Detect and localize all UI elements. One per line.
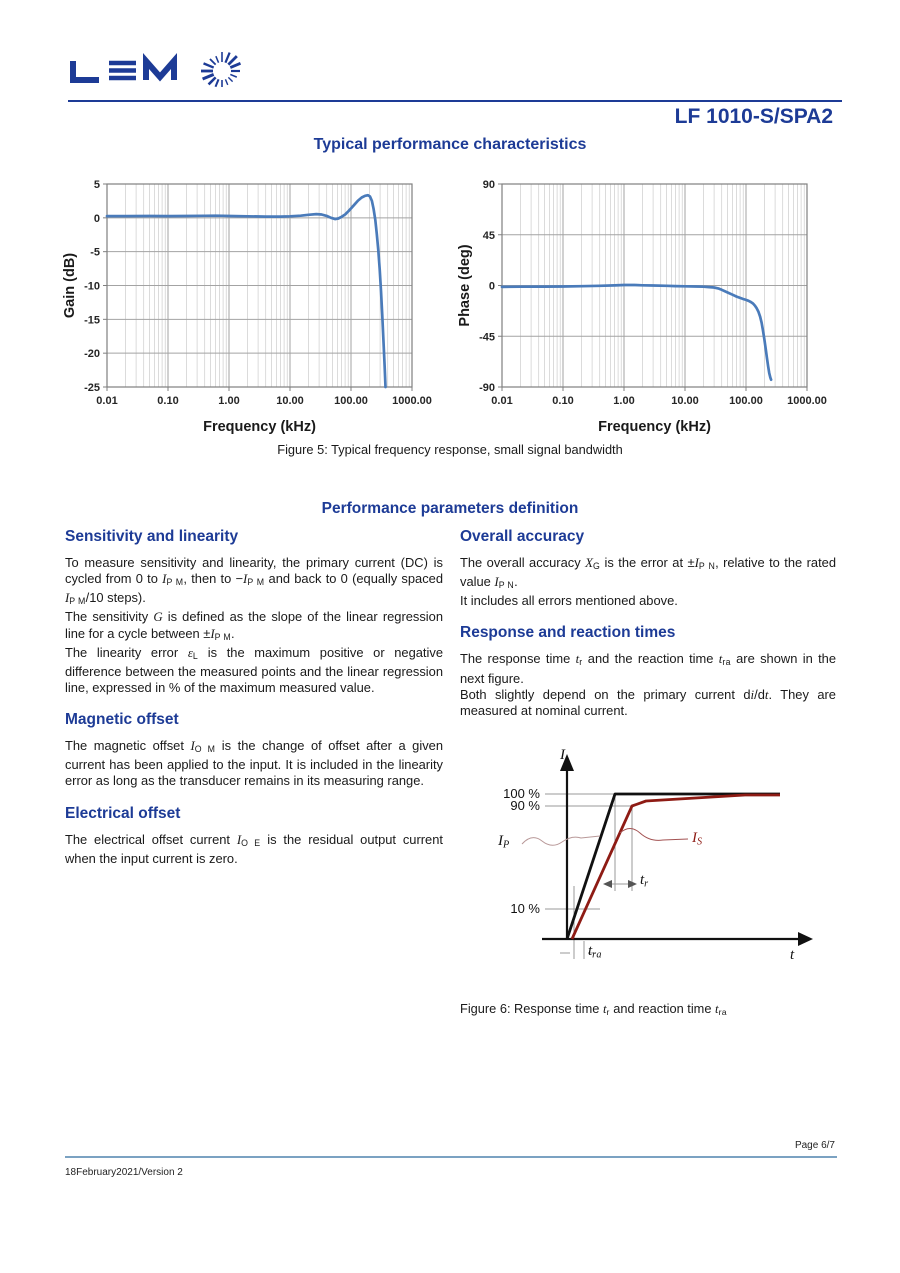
lem-logo	[70, 52, 242, 88]
logo-letter-e	[109, 60, 136, 81]
svg-text:1000.00: 1000.00	[787, 395, 827, 407]
figure6-svg	[521, 753, 813, 959]
level-10-label: 10 %	[510, 900, 540, 916]
figure6-diagram: I t 100 % 90 % 10 % IP IS tr tra	[460, 741, 860, 991]
svg-text:-20: -20	[84, 348, 100, 360]
t-axis-arrow	[798, 931, 813, 946]
tr-arrow-right	[628, 879, 637, 888]
svg-text:Phase (deg): Phase (deg)	[457, 244, 473, 326]
logo-starburst-icon	[201, 52, 242, 88]
svg-text:0.01: 0.01	[96, 395, 117, 407]
overall-accuracy-paragraph: The overall accuracy XG is the error at …	[460, 555, 837, 591]
svg-text:0.01: 0.01	[491, 395, 512, 407]
response-times-heading: Response and reaction times	[460, 624, 676, 642]
logo-letter-l	[70, 61, 99, 83]
svg-text:Frequency (kHz): Frequency (kHz)	[598, 419, 711, 434]
gain-chart: 0.01 0.10 1.00 10.00 100.00 1000.00 5 0 -5 -10 -15…	[60, 170, 440, 439]
right-column: Overall accuracy The overall accuracy XG…	[460, 528, 836, 1020]
i-axis-label: I	[560, 746, 565, 763]
svg-text:1000.00: 1000.00	[392, 395, 432, 407]
section-title-performance: Typical performance characteristics	[313, 136, 587, 153]
level-100-label: 100 %	[503, 785, 540, 801]
tra-label: tra	[588, 942, 602, 961]
svg-text:-10: -10	[84, 281, 100, 293]
electrical-offset-section: Electrical offset The electrical offset …	[65, 805, 443, 867]
svg-text:10.00: 10.00	[276, 395, 304, 407]
figure6-caption: Figure 6: Response time tr and reaction …	[460, 1000, 727, 1018]
response-times-paragraph: Both slightly depend on the primary curr…	[460, 686, 836, 718]
footer-rule	[65, 1156, 837, 1158]
svg-text:5: 5	[94, 179, 100, 191]
version-text: 18February2021/Version 2	[65, 1167, 183, 1178]
svg-text:1.00: 1.00	[218, 395, 239, 407]
ip-leader-line	[521, 835, 601, 846]
sensitivity-section: Sensitivity and linearity To measure sen…	[65, 528, 443, 696]
svg-text:-15: -15	[84, 314, 100, 326]
product-title: LF 1010-S/SPA2	[674, 105, 833, 128]
magnetic-offset-section: Magnetic offset The magnetic offset IO M…	[65, 711, 443, 789]
header-rule	[68, 100, 842, 102]
phase-chart: 0.01 0.10 1.00 10.00 100.00 1000.00 90 45 0 -45 -9…	[455, 170, 835, 439]
svg-text:45: 45	[483, 230, 495, 242]
svg-text:-5: -5	[90, 247, 100, 259]
svg-text:-25: -25	[84, 382, 100, 394]
overall-accuracy-paragraph: It includes all errors mentioned above.	[460, 593, 678, 609]
tr-arrow-left	[603, 879, 612, 888]
ip-label: IP	[498, 832, 510, 851]
svg-text:0: 0	[94, 213, 100, 225]
svg-text:-90: -90	[479, 382, 495, 394]
electrical-offset-heading: Electrical offset	[65, 804, 181, 822]
svg-text:10.00: 10.00	[671, 395, 699, 407]
overall-accuracy-heading: Overall accuracy	[460, 528, 585, 545]
figure6-axes	[542, 766, 800, 941]
left-column: Sensitivity and linearity To measure sen…	[65, 528, 443, 867]
svg-text:Gain (dB): Gain (dB)	[62, 253, 78, 318]
magnetic-offset-heading: Magnetic offset	[65, 711, 179, 729]
tr-label: tr	[640, 871, 649, 890]
svg-text:100.00: 100.00	[729, 395, 763, 407]
svg-text:-45: -45	[479, 331, 495, 343]
level-90-label: 90 %	[510, 797, 540, 813]
svg-text:0: 0	[489, 281, 495, 293]
is-label: IS	[692, 829, 703, 848]
sensitivity-paragraph: The sensitivity G is defined as the slop…	[65, 609, 444, 642]
section-title-parameters: Performance parameters definition	[321, 500, 579, 517]
page-number: Page 6/7	[794, 1140, 835, 1151]
secondary-current-curve	[570, 793, 780, 940]
t-axis-label: t	[790, 946, 795, 963]
magnetic-offset-paragraph: The magnetic offset IO M is the change o…	[65, 738, 443, 789]
response-times-paragraph: The response time tr and the reaction ti…	[460, 651, 837, 686]
overall-accuracy-section: Overall accuracy The overall accuracy XG…	[460, 528, 836, 609]
response-times-section: Response and reaction times The response…	[460, 624, 836, 718]
i-axis-arrow	[560, 753, 574, 771]
svg-text:Frequency (kHz): Frequency (kHz)	[203, 419, 316, 434]
logo-letter-m	[143, 53, 177, 82]
phase-chart-svg: 0.01 0.10 1.00 10.00 100.00 1000.00 90 45 0 -45 -9…	[457, 179, 827, 435]
gain-chart-svg: 0.01 0.10 1.00 10.00 100.00 1000.00 5 0 -5 -10 -15…	[62, 179, 432, 435]
svg-text:0.10: 0.10	[157, 395, 178, 407]
sensitivity-paragraph: The linearity error εL is the maximum po…	[65, 644, 443, 696]
svg-text:100.00: 100.00	[334, 395, 368, 407]
primary-current-curve	[565, 792, 780, 940]
is-leader-line	[619, 827, 689, 841]
figure5-caption: Figure 5: Typical frequency response, sm…	[277, 442, 623, 457]
electrical-offset-paragraph: The electrical offset current IO E is th…	[65, 831, 443, 866]
sensitivity-paragraph: To measure sensitivity and linearity, th…	[65, 555, 443, 607]
svg-text:90: 90	[483, 179, 495, 191]
svg-text:0.10: 0.10	[552, 395, 573, 407]
svg-text:1.00: 1.00	[613, 395, 634, 407]
sensitivity-heading: Sensitivity and linearity	[65, 528, 239, 545]
